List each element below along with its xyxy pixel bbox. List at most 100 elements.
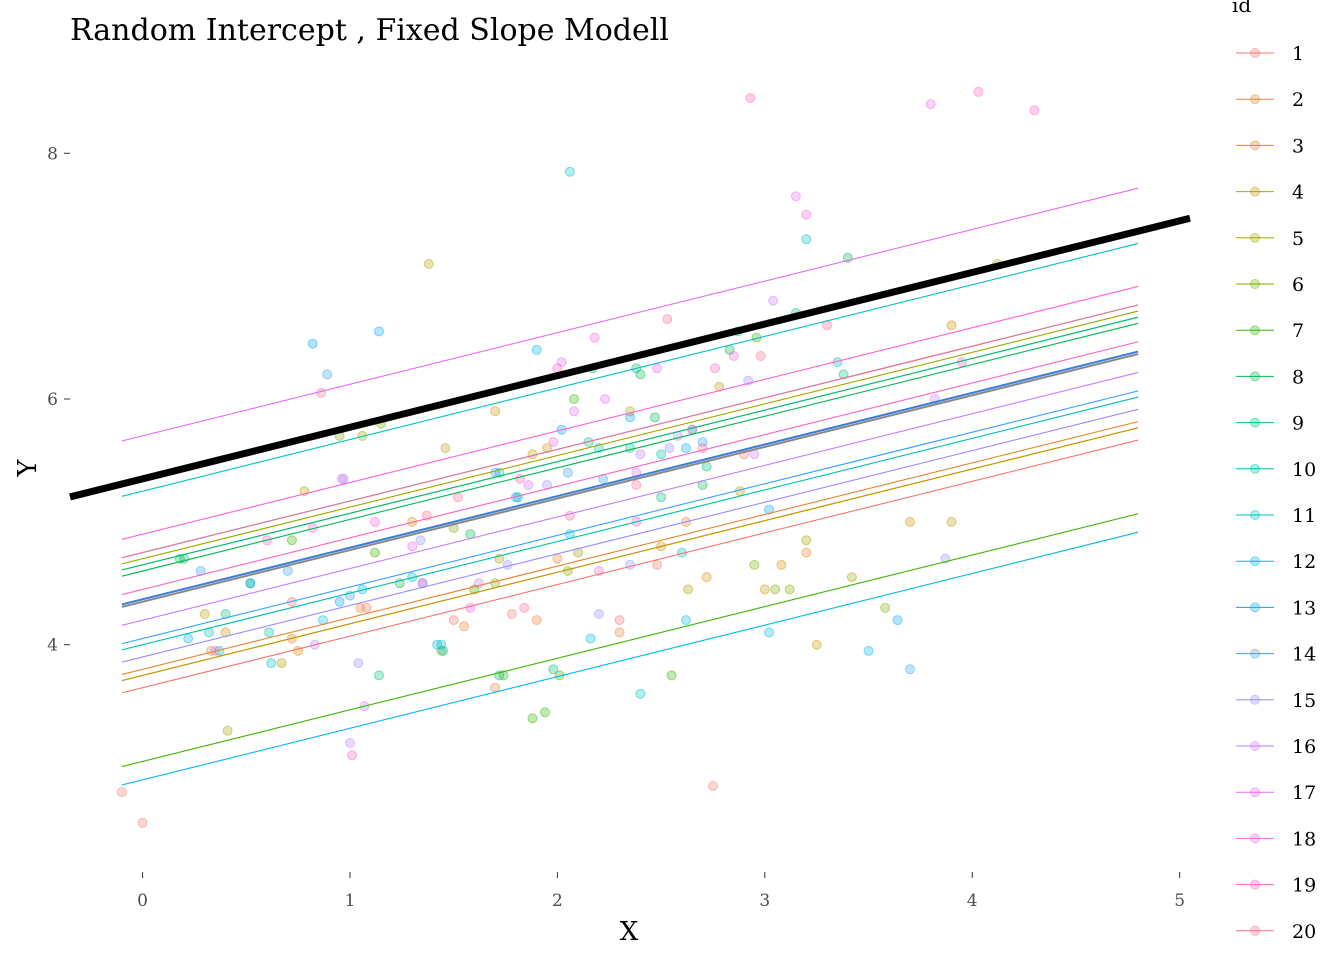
data-point-id-13: [764, 504, 774, 515]
data-point-id-3: [542, 443, 552, 454]
fit-line-id-5: [121, 310, 1139, 565]
legend-key-point-14: [1250, 648, 1260, 659]
data-point-id-5: [846, 572, 857, 583]
legend-key-point-5: [1250, 232, 1260, 243]
data-point-id-7: [369, 547, 380, 558]
legend-key-point-15: [1250, 694, 1260, 705]
data-point-id-9: [701, 461, 712, 472]
x-tick-label-2: 2: [552, 891, 563, 911]
mean-line-2: [121, 353, 1139, 608]
data-point-id-18: [589, 332, 600, 343]
data-point-id-6: [749, 559, 760, 570]
data-point-id-3: [701, 572, 712, 583]
data-point-id-11: [801, 234, 812, 245]
y-tick-label-6: 6: [47, 390, 58, 410]
data-point-id-5: [801, 535, 812, 546]
data-point-id-15: [415, 535, 426, 546]
data-point-id-4: [440, 443, 451, 454]
legend-key-point-19: [1250, 879, 1260, 890]
x-tick-label-1: 1: [345, 891, 356, 911]
data-point-id-7: [666, 670, 677, 681]
data-point-id-18: [369, 516, 380, 527]
data-point-id-17: [925, 99, 936, 110]
legend-label-4: 4: [1292, 182, 1304, 204]
data-point-id-15: [353, 658, 364, 669]
data-point-id-10: [625, 443, 635, 454]
data-point-id-17: [600, 394, 611, 404]
data-point-id-9: [374, 670, 384, 681]
fit-line-id-7: [121, 513, 1139, 768]
data-point-id-4: [759, 584, 770, 595]
legend-key-point-11: [1250, 510, 1260, 520]
data-point-id-6: [784, 584, 795, 595]
data-point-id-3: [490, 406, 501, 417]
data-point-id-17: [523, 480, 534, 490]
y-tick-label-8: 8: [47, 144, 58, 164]
data-point-id-13: [374, 326, 384, 337]
legend-label-5: 5: [1292, 228, 1304, 250]
data-point-id-9: [548, 664, 559, 675]
fit-line-id-14: [121, 390, 1139, 645]
data-point-id-14: [905, 664, 915, 675]
data-point-id-1: [506, 609, 517, 619]
data-point-id-16: [635, 449, 646, 460]
data-point-id-19: [347, 750, 358, 761]
data-point-id-12: [681, 615, 691, 626]
data-point-id-5: [683, 584, 694, 595]
legend-label-14: 14: [1292, 644, 1316, 666]
legend-label-1: 1: [1292, 43, 1304, 65]
data-point-id-11: [635, 688, 646, 699]
data-point-id-3: [776, 559, 787, 570]
legend-key-point-3: [1250, 140, 1260, 151]
data-point-id-4: [199, 609, 210, 619]
data-point-id-6: [562, 566, 573, 576]
legend-label-20: 20: [1292, 921, 1316, 943]
data-point-id-6: [880, 602, 891, 613]
data-point-id-12: [531, 344, 542, 355]
data-point-id-1: [137, 817, 148, 828]
data-point-id-6: [770, 584, 781, 595]
legend-label-9: 9: [1292, 413, 1304, 435]
legend-key-point-7: [1250, 325, 1260, 336]
data-point-id-5: [276, 658, 287, 669]
data-point-id-2: [552, 553, 563, 564]
legend-key-point-10: [1250, 463, 1260, 474]
data-point-id-12: [863, 645, 874, 656]
data-point-id-11: [266, 658, 277, 669]
legend-label-3: 3: [1292, 135, 1304, 157]
legend-key-point-8: [1250, 371, 1260, 382]
data-point-id-13: [245, 578, 256, 589]
data-point-id-3: [905, 516, 915, 527]
data-point-id-7: [527, 713, 538, 724]
data-point-id-1: [448, 615, 459, 626]
data-point-id-12: [183, 633, 194, 644]
data-point-id-11: [564, 166, 575, 177]
data-point-id-4: [946, 516, 957, 527]
data-point-id-13: [681, 443, 691, 454]
legend-label-11: 11: [1292, 505, 1316, 527]
data-point-id-11: [438, 645, 449, 656]
data-point-id-8: [649, 412, 660, 423]
data-point-id-15: [625, 559, 635, 570]
data-point-id-7: [540, 707, 550, 718]
data-point-id-20: [519, 602, 530, 613]
data-point-id-20: [316, 387, 326, 398]
data-point-id-9: [838, 369, 849, 380]
data-point-id-17: [336, 473, 347, 484]
x-tick-label-3: 3: [759, 891, 770, 911]
data-point-id-1: [116, 787, 127, 798]
data-point-id-5: [222, 725, 233, 736]
data-point-id-18: [801, 209, 812, 220]
x-tick-label-5: 5: [1174, 891, 1185, 911]
data-point-id-10: [656, 449, 667, 460]
fit-line-id-17: [121, 187, 1139, 442]
data-point-id-16: [345, 738, 355, 748]
data-point-id-14: [282, 566, 293, 576]
fit-line-id-18: [121, 285, 1139, 540]
data-point-id-19: [745, 93, 756, 103]
data-point-id-9: [656, 492, 667, 503]
data-point-id-2: [355, 602, 366, 613]
data-point-id-2: [801, 547, 812, 558]
